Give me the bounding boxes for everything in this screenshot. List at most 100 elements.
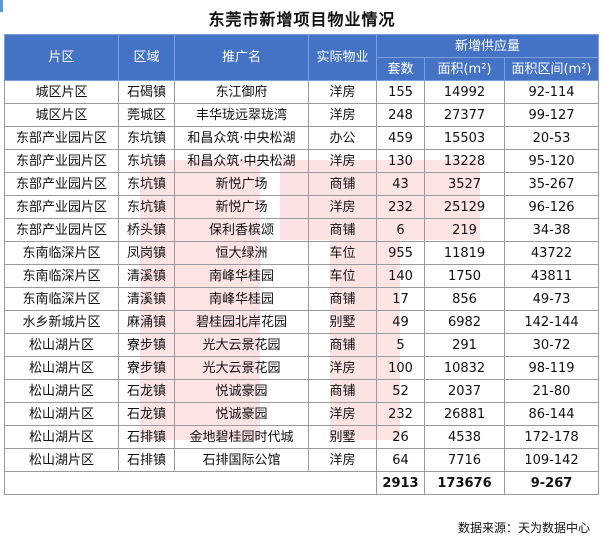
total-size: 173676 — [424, 471, 505, 495]
header-type: 实际物业 — [308, 34, 377, 81]
cell-range: 34-38 — [503, 218, 600, 242]
cell-town: 东坑镇 — [118, 149, 175, 173]
cell-name: 新悦广场 — [174, 172, 309, 196]
cell-units: 100 — [376, 356, 425, 380]
table-row: 东南临深片区 清溪镇 南峰华桂园 车位 140 1750 43811 — [4, 264, 600, 288]
cell-town: 石排镇 — [118, 448, 175, 472]
cell-name: 和昌众筑·中央松湖 — [174, 149, 309, 173]
cell-name: 保利香槟颂 — [174, 218, 309, 242]
cell-size: 856 — [424, 287, 505, 311]
table-row: 城区片区 石碣镇 东江御府 洋房 155 14992 92-114 — [4, 80, 600, 104]
cell-town: 东坑镇 — [118, 172, 175, 196]
cell-size: 6982 — [424, 310, 505, 334]
data-source: 数据来源：天为数据中心 — [457, 521, 590, 535]
cell-type: 商铺 — [308, 172, 377, 196]
header-range: 面积区间(m²) — [503, 57, 600, 81]
cell-name: 金地碧桂园时代城 — [174, 425, 309, 449]
property-table: 片区 区域 推广名 实际物业 新增供应量 套数 面积(m²) 面积区间(m²) … — [4, 34, 600, 495]
cell-units: 155 — [376, 80, 425, 104]
cell-town: 寮步镇 — [118, 333, 175, 357]
cell-size: 10832 — [424, 356, 505, 380]
cell-area: 东部产业园片区 — [4, 172, 119, 196]
cell-name: 光大云景花园 — [174, 356, 309, 380]
cell-range: 43811 — [503, 264, 600, 288]
cell-size: 14992 — [424, 80, 505, 104]
cell-units: 248 — [376, 103, 425, 127]
cell-name: 恒大绿洲 — [174, 241, 309, 265]
cell-size: 15503 — [424, 126, 505, 150]
cell-area: 东部产业园片区 — [4, 218, 119, 242]
table-row: 东部产业园片区 桥头镇 保利香槟颂 商铺 6 219 34-38 — [4, 218, 600, 242]
table-row: 松山湖片区 石龙镇 悦诚豪园 商铺 52 2037 21-80 — [4, 379, 600, 403]
cell-area: 松山湖片区 — [4, 356, 119, 380]
cell-range: 30-72 — [503, 333, 600, 357]
cell-range: 96-126 — [503, 195, 600, 219]
table-row: 水乡新城片区 麻涌镇 碧桂园北岸花园 别墅 49 6982 142-144 — [4, 310, 600, 334]
cell-type: 洋房 — [308, 402, 377, 426]
cell-town: 石碣镇 — [118, 80, 175, 104]
cell-size: 11819 — [424, 241, 505, 265]
cell-size: 4538 — [424, 425, 505, 449]
cell-units: 52 — [376, 379, 425, 403]
cell-range: 21-80 — [503, 379, 600, 403]
cell-town: 麻涌镇 — [118, 310, 175, 334]
cell-size: 13228 — [424, 149, 505, 173]
header-supply: 新增供应量 — [375, 34, 600, 58]
cell-area: 松山湖片区 — [4, 402, 119, 426]
cell-name: 碧桂园北岸花园 — [174, 310, 309, 334]
cell-area: 城区片区 — [4, 103, 119, 127]
cell-type: 商铺 — [308, 379, 377, 403]
table-row: 松山湖片区 寮步镇 光大云景花园 商铺 5 291 30-72 — [4, 333, 600, 357]
cell-range: 99-127 — [503, 103, 600, 127]
cell-area: 城区片区 — [4, 80, 119, 104]
cell-size: 7716 — [424, 448, 505, 472]
page-title: 东莞市新增项目物业情况 — [208, 10, 396, 29]
cell-area: 东南临深片区 — [4, 241, 119, 265]
cell-type: 洋房 — [308, 103, 377, 127]
cell-range: 142-144 — [503, 310, 600, 334]
cell-town: 石龙镇 — [118, 402, 175, 426]
cell-range: 43722 — [503, 241, 600, 265]
corner-marker — [0, 0, 3, 12]
table-row: 东部产业园片区 东坑镇 新悦广场 商铺 43 3527 35-267 — [4, 172, 600, 196]
cell-type: 洋房 — [308, 356, 377, 380]
cell-area: 东南临深片区 — [4, 264, 119, 288]
cell-range: 172-178 — [503, 425, 600, 449]
cell-range: 98-119 — [503, 356, 600, 380]
cell-town: 东坑镇 — [118, 126, 175, 150]
cell-size: 2037 — [424, 379, 505, 403]
cell-size: 3527 — [424, 172, 505, 196]
cell-name: 光大云景花园 — [174, 333, 309, 357]
header-area: 片区 — [4, 34, 119, 81]
table-row: 松山湖片区 石排镇 石排国际公馆 洋房 64 7716 109-142 — [4, 448, 600, 472]
cell-area: 松山湖片区 — [4, 425, 119, 449]
cell-name: 悦诚豪园 — [174, 379, 309, 403]
cell-name: 悦诚豪园 — [174, 402, 309, 426]
cell-town: 石排镇 — [118, 425, 175, 449]
header-town: 区域 — [118, 34, 175, 81]
cell-units: 6 — [376, 218, 425, 242]
cell-size: 219 — [424, 218, 505, 242]
cell-town: 桥头镇 — [118, 218, 175, 242]
cell-area: 东部产业园片区 — [4, 126, 119, 150]
cell-units: 459 — [376, 126, 425, 150]
cell-units: 140 — [376, 264, 425, 288]
cell-name: 和昌众筑·中央松湖 — [174, 126, 309, 150]
cell-units: 17 — [376, 287, 425, 311]
header-name: 推广名 — [174, 34, 309, 81]
cell-type: 洋房 — [308, 149, 377, 173]
header-units: 套数 — [376, 57, 425, 81]
cell-town: 清溪镇 — [118, 287, 175, 311]
cell-type: 车位 — [308, 241, 377, 265]
cell-range: 35-267 — [503, 172, 600, 196]
table-row: 东南临深片区 清溪镇 南峰华桂园 商铺 17 856 49-73 — [4, 287, 600, 311]
cell-type: 商铺 — [308, 218, 377, 242]
cell-size: 27377 — [424, 103, 505, 127]
cell-units: 5 — [376, 333, 425, 357]
cell-name: 石排国际公馆 — [174, 448, 309, 472]
cell-units: 232 — [376, 402, 425, 426]
table-row: 城区片区 莞城区 丰华珑远翠珑湾 洋房 248 27377 99-127 — [4, 103, 600, 127]
cell-name: 南峰华桂园 — [174, 264, 309, 288]
cell-range: 109-142 — [503, 448, 600, 472]
cell-town: 凤岗镇 — [118, 241, 175, 265]
